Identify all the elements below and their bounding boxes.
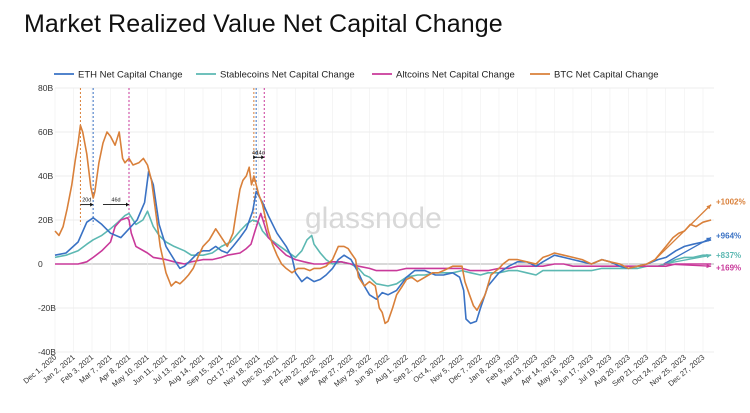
annotation-arrowhead xyxy=(90,202,94,207)
series-end-label: +964% xyxy=(716,231,741,240)
annotation-label: 4d xyxy=(252,150,258,156)
annotation-label: 14d xyxy=(256,150,265,156)
y-tick-label: 20B xyxy=(38,215,53,225)
y-tick-label: 80B xyxy=(38,83,53,93)
series-end-label: +837% xyxy=(716,251,741,260)
series-line xyxy=(54,124,712,325)
series-end-label: +169% xyxy=(716,263,741,272)
trend-arrow-line xyxy=(663,237,712,265)
page-title: Market Realized Value Net Capital Change xyxy=(24,10,503,38)
legend: ETH Net Capital Change Stablecoins Net Ca… xyxy=(54,70,659,81)
annotation-arrowhead xyxy=(125,202,129,207)
trend-arrow-line xyxy=(654,204,712,261)
legend-label: ETH Net Capital Change xyxy=(78,70,183,81)
end-labels: +964% +837% +169% +1002% xyxy=(716,197,746,272)
trend-arrow-line xyxy=(663,254,712,265)
y-tick-label: 60B xyxy=(38,127,53,137)
y-tick-label: -20B xyxy=(38,303,56,313)
series-line xyxy=(55,212,712,272)
annotation-vlines xyxy=(79,88,265,225)
watermark: glassnode xyxy=(305,202,442,235)
legend-label: BTC Net Capital Change xyxy=(554,70,659,81)
trend-arrow-head xyxy=(706,263,712,269)
annotation-label: 20d xyxy=(82,198,91,204)
annotation-label: 46d xyxy=(111,198,120,204)
trend-arrows xyxy=(654,204,712,269)
trend-arrow-line xyxy=(663,263,712,267)
y-tick-label: 0 xyxy=(38,259,43,269)
series-end-label: +1002% xyxy=(716,197,746,206)
trend-arrow-head xyxy=(706,253,712,259)
trend-arrow-head xyxy=(706,204,712,210)
grid xyxy=(54,87,714,353)
legend-label: Stablecoins Net Capital Change xyxy=(220,70,355,81)
series-line xyxy=(54,170,712,325)
y-tick-label: -40B xyxy=(38,347,56,357)
annotation-arrowhead xyxy=(261,155,265,160)
series-lines xyxy=(54,124,712,325)
y-axis: 80B 60B 40B 20B 0 -20B -40B xyxy=(38,83,56,357)
legend-label: Altcoins Net Capital Change xyxy=(396,70,515,81)
y-tick-label: 40B xyxy=(38,171,53,181)
annotation-arrowhead xyxy=(253,155,257,160)
trend-arrow-head xyxy=(706,237,712,242)
